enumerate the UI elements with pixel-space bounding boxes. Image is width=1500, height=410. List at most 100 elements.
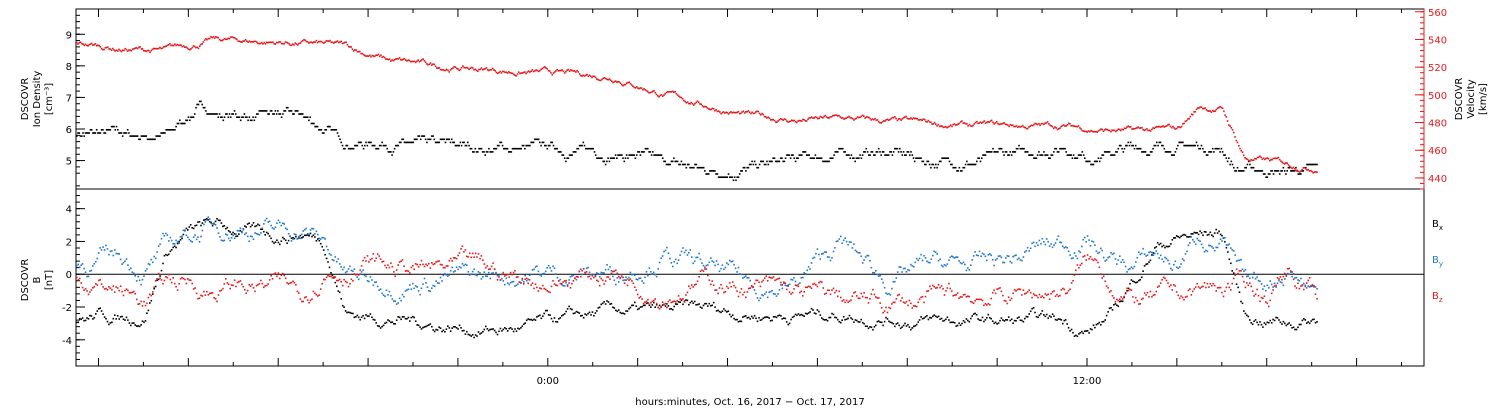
bx-point	[628, 307, 630, 310]
bz-point	[1276, 277, 1279, 279]
by-point	[360, 271, 363, 273]
bz-point	[861, 295, 864, 298]
velocity-point	[572, 70, 575, 72]
bx-point	[761, 318, 763, 321]
bz-point	[711, 280, 713, 282]
velocity-point	[599, 79, 602, 82]
bx-point	[454, 326, 456, 328]
density-point	[267, 113, 269, 115]
bz-point	[133, 290, 135, 293]
bz-point	[975, 298, 978, 301]
velocity-point	[673, 91, 675, 93]
by-point	[610, 270, 613, 272]
velocity-point	[1280, 160, 1282, 162]
bz-point	[565, 279, 567, 282]
velocity-point	[78, 42, 81, 44]
bz-point	[929, 285, 931, 288]
bx-point	[109, 322, 112, 324]
bz-point	[374, 260, 376, 262]
bx-point	[923, 317, 925, 319]
density-point	[751, 160, 753, 163]
bx-point	[236, 235, 239, 237]
by-point	[324, 238, 326, 240]
bz-point	[1203, 282, 1206, 284]
velocity-point	[445, 68, 448, 71]
bz-point	[175, 285, 177, 288]
velocity-point	[432, 63, 434, 65]
bx-point	[1031, 307, 1033, 310]
by-point	[514, 285, 516, 287]
density-point	[558, 151, 561, 153]
density-point	[557, 151, 560, 153]
density-point	[989, 151, 992, 153]
by-point	[476, 274, 478, 277]
bz-point	[305, 296, 307, 298]
by-point	[400, 299, 402, 302]
bx-point	[857, 321, 860, 323]
density-point	[345, 144, 347, 147]
bx-point	[200, 224, 202, 227]
velocity-point	[84, 43, 87, 46]
bx-point	[1301, 319, 1304, 322]
by-point	[521, 279, 524, 281]
velocity-point	[226, 38, 228, 41]
velocity-point	[339, 41, 341, 43]
bz-point	[479, 257, 481, 260]
density-point	[549, 144, 551, 147]
density-point	[480, 147, 483, 150]
x-tick-label: 0:00	[537, 376, 559, 387]
bz-point	[639, 296, 642, 298]
by-point	[965, 269, 968, 272]
by-point	[859, 252, 861, 254]
velocity-point	[280, 42, 283, 45]
density-point	[261, 110, 263, 112]
density-point	[959, 170, 962, 172]
by-point	[1292, 273, 1295, 275]
velocity-point	[822, 117, 824, 119]
density-point	[416, 138, 418, 141]
density-point	[1257, 170, 1260, 172]
density-point	[784, 157, 787, 159]
bx-point	[188, 226, 191, 228]
bx-point	[438, 326, 440, 328]
bx-point	[781, 318, 784, 320]
density-point	[892, 151, 895, 153]
density-point	[936, 166, 938, 169]
by-point	[1275, 286, 1277, 288]
bz-point	[1140, 298, 1143, 301]
bx-point	[790, 318, 792, 321]
velocity-point	[1018, 125, 1020, 128]
density-point	[647, 147, 649, 150]
bz-point	[863, 292, 865, 294]
density-point	[207, 113, 210, 115]
by-point	[260, 232, 262, 234]
bx-point	[523, 323, 525, 325]
by-point	[1178, 266, 1181, 268]
density-point	[500, 141, 503, 144]
density-point	[575, 151, 577, 153]
by-point	[842, 239, 845, 242]
by-point	[794, 280, 797, 283]
bz-point	[1088, 258, 1090, 260]
velocity-point	[225, 38, 227, 41]
density-point	[1282, 166, 1285, 169]
bx-point	[566, 308, 569, 310]
density-point	[909, 154, 911, 156]
bx-point	[330, 272, 332, 274]
by-point	[1034, 245, 1036, 248]
by-point	[245, 232, 247, 234]
velocity-point	[216, 36, 218, 39]
bx-point	[509, 327, 512, 329]
velocity-point	[945, 126, 947, 128]
density-point	[468, 144, 470, 147]
density-point	[88, 132, 90, 134]
by-point	[647, 274, 649, 277]
density-point	[511, 147, 514, 150]
bz-point	[715, 289, 718, 291]
density-point	[829, 157, 832, 159]
density-point	[846, 154, 849, 156]
bx-point	[546, 309, 548, 312]
density-point	[563, 157, 566, 159]
bz-point	[943, 294, 946, 296]
bz-point	[704, 266, 706, 269]
